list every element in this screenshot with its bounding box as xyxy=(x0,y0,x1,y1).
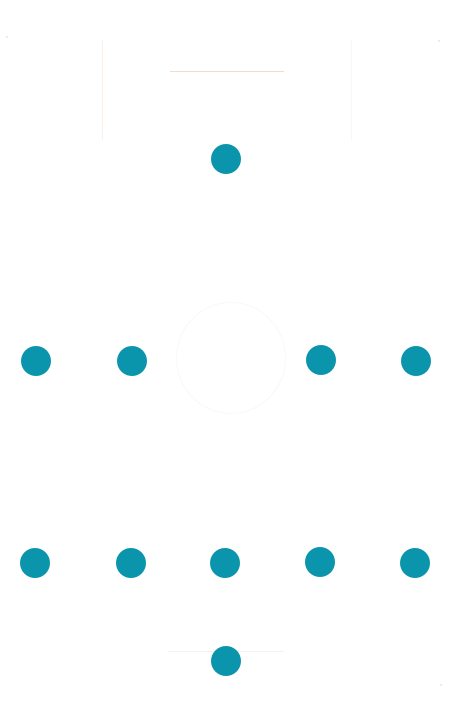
pattern-dot-lower-5[interactable] xyxy=(400,548,430,578)
left-frame-line xyxy=(102,40,103,140)
center-ring xyxy=(176,302,286,414)
pattern-dot-middle-1[interactable] xyxy=(21,346,51,376)
pattern-dot-middle-4[interactable] xyxy=(306,345,336,375)
pattern-dot-middle-2[interactable] xyxy=(117,346,147,376)
pattern-dot-middle-5[interactable] xyxy=(401,346,431,376)
corner-mark xyxy=(438,40,440,42)
pattern-dot-lower-2[interactable] xyxy=(116,548,146,578)
pattern-dot-bottom[interactable] xyxy=(211,646,241,676)
pattern-dot-lower-1[interactable] xyxy=(20,548,50,578)
top-divider xyxy=(170,71,284,72)
pattern-dot-top[interactable] xyxy=(211,144,241,174)
corner-mark xyxy=(440,684,442,686)
right-frame-line xyxy=(351,40,352,140)
pattern-dot-lower-4[interactable] xyxy=(305,547,335,577)
pattern-dot-lower-3[interactable] xyxy=(210,548,240,578)
corner-mark xyxy=(6,36,8,38)
